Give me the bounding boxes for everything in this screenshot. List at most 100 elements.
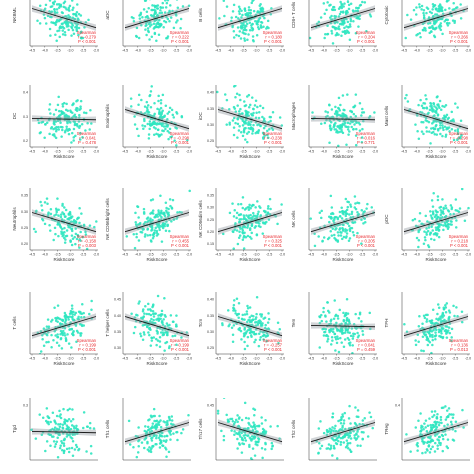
data-point <box>156 14 160 18</box>
data-point <box>70 310 74 314</box>
data-point <box>54 136 58 140</box>
data-point <box>353 434 356 437</box>
data-point <box>341 94 345 97</box>
scatter-panel-19: -4.5 -4.0 -3.5 -3.0 -2.5 -2.0RiskScoreTemSpea… <box>291 292 378 366</box>
data-point <box>137 239 141 242</box>
data-point <box>349 334 353 338</box>
data-point <box>329 230 332 233</box>
data-point <box>241 196 245 199</box>
data-point <box>144 425 147 428</box>
data-point <box>237 129 241 132</box>
data-point <box>243 7 247 10</box>
data-point <box>460 133 463 137</box>
data-point <box>419 432 422 436</box>
data-point <box>52 1 55 5</box>
data-point <box>147 22 151 26</box>
data-point <box>449 204 453 207</box>
data-point <box>252 111 255 115</box>
plot-area <box>403 188 470 249</box>
data-point <box>447 407 451 410</box>
data-point <box>261 322 264 325</box>
data-point <box>450 119 454 122</box>
data-point <box>169 327 173 330</box>
correlation-stat: P < 0.001 <box>78 347 97 352</box>
data-point <box>36 118 40 122</box>
data-point <box>160 122 164 125</box>
x-tick-label: -4.0 <box>228 49 234 53</box>
correlation-stat: Spearman <box>449 234 469 239</box>
data-point <box>83 26 86 29</box>
data-point <box>160 240 164 243</box>
regression-line <box>217 8 283 29</box>
data-point <box>426 112 429 116</box>
data-point <box>435 328 438 332</box>
y-tick-label: 0.25 <box>207 346 214 350</box>
data-point <box>75 424 78 428</box>
data-point <box>250 319 254 322</box>
data-point <box>158 414 161 418</box>
data-point <box>175 314 178 317</box>
data-point <box>454 198 458 201</box>
data-point <box>146 234 150 237</box>
data-point <box>339 126 342 130</box>
data-point <box>90 122 93 125</box>
data-point <box>56 335 59 339</box>
correlation-stat: Spearman <box>449 30 469 35</box>
data-point <box>149 427 153 430</box>
data-point <box>360 209 364 212</box>
data-point <box>59 213 63 216</box>
data-point <box>88 421 92 425</box>
data-point <box>253 340 256 344</box>
data-point <box>350 327 354 330</box>
data-point <box>342 18 346 22</box>
data-point <box>171 113 175 117</box>
data-point <box>225 5 229 8</box>
data-point <box>335 32 339 35</box>
data-point <box>346 442 350 445</box>
data-point <box>135 235 138 239</box>
data-point <box>151 218 154 222</box>
data-point <box>65 229 69 232</box>
data-point <box>355 327 358 330</box>
data-point <box>133 246 137 250</box>
data-point <box>339 443 342 446</box>
data-point <box>70 0 74 2</box>
regression-line <box>403 8 469 29</box>
data-point <box>444 418 448 421</box>
data-point <box>245 218 248 222</box>
data-point <box>160 112 163 116</box>
data-point <box>459 17 463 20</box>
data-point <box>330 8 334 11</box>
data-point <box>435 417 439 420</box>
data-point <box>250 224 254 227</box>
data-point <box>60 440 63 443</box>
data-point <box>458 207 462 210</box>
data-point <box>236 104 239 107</box>
data-point <box>165 434 169 438</box>
data-point <box>70 220 73 223</box>
data-point <box>356 409 360 412</box>
data-point <box>435 133 439 136</box>
data-point <box>352 221 355 224</box>
data-point <box>329 343 333 346</box>
data-point <box>64 339 68 343</box>
data-point <box>244 109 247 113</box>
data-point <box>241 124 245 127</box>
data-point <box>426 424 430 427</box>
data-point <box>427 331 431 335</box>
data-point <box>329 444 333 448</box>
data-point <box>444 224 447 227</box>
data-point <box>54 422 58 425</box>
data-point <box>51 21 55 25</box>
data-point <box>440 332 443 335</box>
x-axis-label: RiskScore <box>333 154 354 159</box>
data-point <box>457 210 461 213</box>
data-point <box>258 16 262 20</box>
data-point <box>134 320 138 323</box>
data-point <box>348 23 352 26</box>
data-point <box>253 408 257 411</box>
data-point <box>163 435 166 438</box>
data-point <box>332 317 336 320</box>
data-point <box>38 22 42 25</box>
data-point <box>459 119 463 123</box>
